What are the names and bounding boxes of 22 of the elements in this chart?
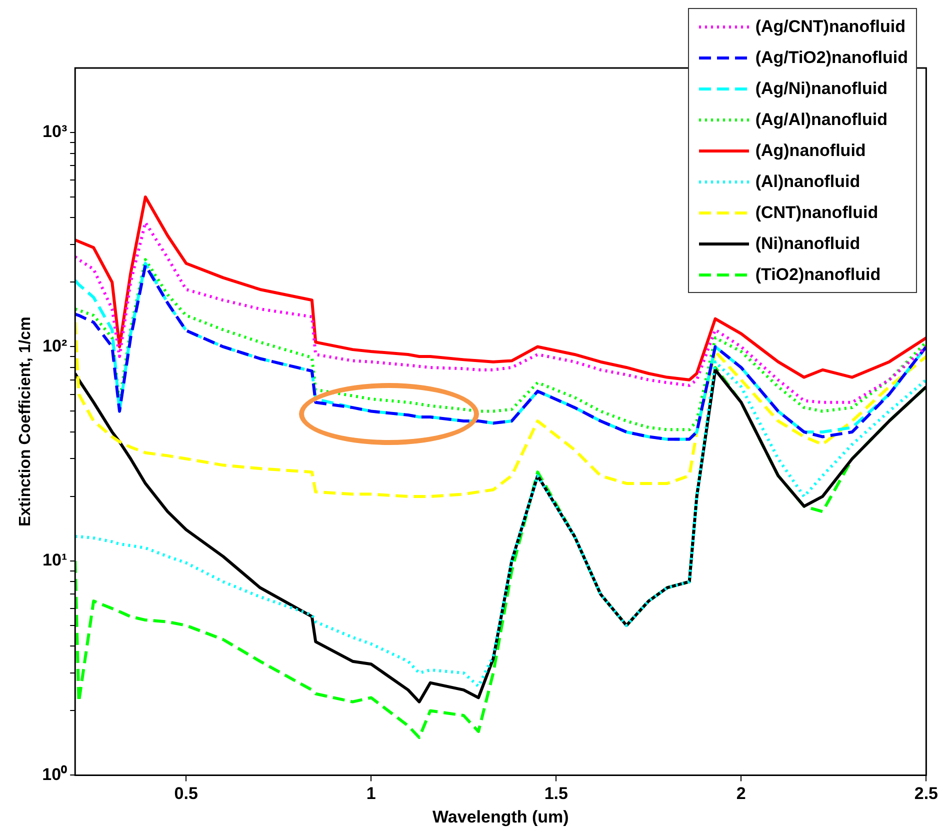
x-tick-label: 0.5 [174,784,198,804]
line-series [75,221,926,404]
legend-label: (Ag)nanofluid [755,140,866,160]
legend-label: (CNT)nanofluid [755,202,878,222]
y-tick-label: 10² [42,336,68,356]
legend-label: (Al)nanofluid [755,172,860,192]
x-tick-label: 2.5 [914,784,938,804]
legend-label: (Ag/Ni)nanofluid [755,78,888,98]
x-tick-label: 2 [736,784,746,804]
legend-label: (Ag/Al)nanofluid [755,110,888,130]
x-axis-title: Wavelength (um) [432,807,569,826]
line-series [75,320,926,498]
legend-label: (TiO2)nanofluid [755,264,881,284]
y-tick-label: 10⁰ [42,764,68,784]
legend-label: (Ag/TiO2)nanofluid [755,48,908,68]
x-tick-label: 1.5 [544,784,568,804]
legend-label: (Ni)nanofluid [755,234,860,254]
x-tick-label: 1 [366,784,376,804]
legend-label: (Ag/CNT)nanofluid [755,16,906,36]
y-axis-title: Extinction Coefficient, 1/cm [17,316,34,527]
y-tick-label: 10¹ [42,550,68,570]
y-tick-label: 10³ [42,122,68,142]
